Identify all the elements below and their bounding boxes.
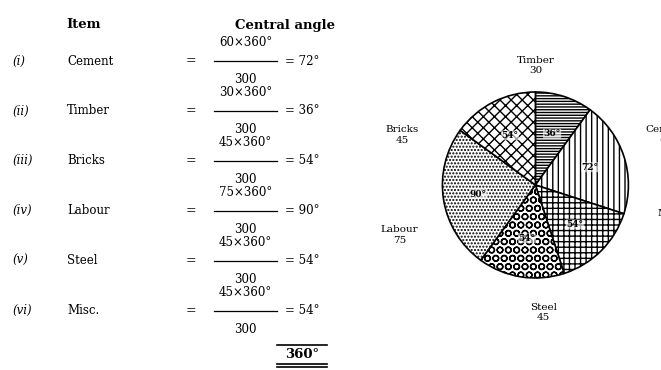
Text: 54°: 54° [502, 131, 519, 140]
Text: (vi): (vi) [13, 304, 32, 317]
Text: =: = [186, 304, 196, 317]
Text: (ii): (ii) [13, 104, 29, 118]
Text: 45×360°: 45×360° [219, 286, 272, 299]
Text: Central angle: Central angle [235, 18, 335, 31]
Text: Cement
60: Cement 60 [645, 125, 661, 145]
Wedge shape [535, 185, 624, 273]
Text: Steel
45: Steel 45 [530, 303, 557, 322]
Text: 300: 300 [234, 273, 256, 286]
Text: 300: 300 [234, 173, 256, 186]
Text: = 36°: = 36° [286, 104, 320, 118]
Text: = 90°: = 90° [286, 204, 320, 218]
Text: Timber: Timber [67, 104, 110, 118]
Text: 60×360°: 60×360° [219, 36, 272, 49]
Text: = 54°: = 54° [286, 304, 320, 317]
Text: = 54°: = 54° [286, 254, 320, 268]
Text: 54°: 54° [566, 220, 584, 229]
Text: 72°: 72° [582, 163, 599, 172]
Text: =: = [186, 54, 196, 68]
Wedge shape [535, 92, 590, 185]
Wedge shape [535, 110, 629, 214]
Text: =: = [186, 154, 196, 168]
Text: =: = [186, 104, 196, 118]
Text: 90°: 90° [470, 189, 487, 199]
Text: Item: Item [67, 18, 101, 31]
Text: Timber
30: Timber 30 [516, 56, 555, 75]
Text: (v): (v) [13, 254, 28, 268]
Text: 300: 300 [234, 323, 256, 336]
Text: = 72°: = 72° [286, 54, 320, 68]
Text: Bricks: Bricks [67, 154, 105, 168]
Text: Bricks
45: Bricks 45 [385, 125, 419, 145]
Text: (i): (i) [13, 54, 26, 68]
Text: Cement: Cement [67, 54, 114, 68]
Text: 360°: 360° [285, 348, 319, 361]
Text: 300: 300 [234, 73, 256, 86]
Text: (iii): (iii) [13, 154, 33, 168]
Text: 300: 300 [234, 223, 256, 236]
Text: 45×360°: 45×360° [219, 136, 272, 149]
Text: Misc.
45: Misc. 45 [657, 209, 661, 228]
Text: 30×360°: 30×360° [219, 86, 272, 99]
Wedge shape [481, 185, 564, 278]
Text: Labour: Labour [67, 204, 110, 218]
Text: 54°: 54° [518, 234, 535, 243]
Wedge shape [442, 130, 535, 260]
Text: (iv): (iv) [13, 204, 32, 218]
Text: = 54°: = 54° [286, 154, 320, 168]
Text: 45×360°: 45×360° [219, 236, 272, 249]
Wedge shape [460, 92, 535, 185]
Text: 75×360°: 75×360° [219, 186, 272, 199]
Text: =: = [186, 254, 196, 268]
Text: Misc.: Misc. [67, 304, 99, 317]
Text: Labour
75: Labour 75 [381, 225, 418, 245]
Text: 300: 300 [234, 123, 256, 136]
Text: 36°: 36° [543, 129, 561, 138]
Text: =: = [186, 204, 196, 218]
Text: Steel: Steel [67, 254, 98, 268]
